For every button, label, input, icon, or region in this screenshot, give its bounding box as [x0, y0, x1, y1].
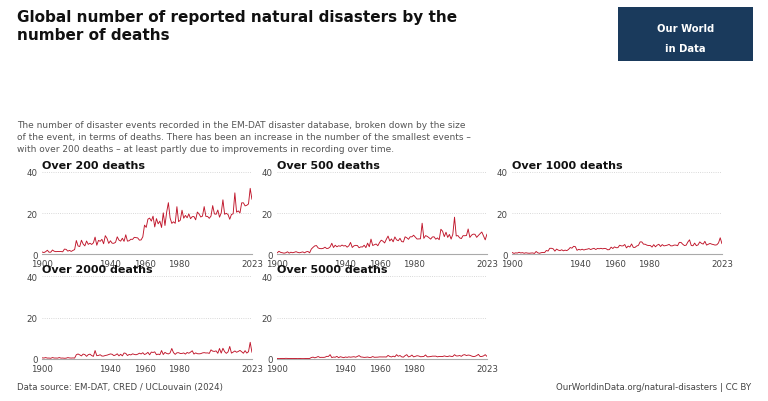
Text: Over 200 deaths: Over 200 deaths — [42, 160, 145, 170]
Text: Over 500 deaths: Over 500 deaths — [277, 160, 380, 170]
Text: The number of disaster events recorded in the EM-DAT disaster database, broken d: The number of disaster events recorded i… — [17, 120, 471, 154]
Text: Over 1000 deaths: Over 1000 deaths — [512, 160, 623, 170]
Text: in Data: in Data — [665, 44, 706, 54]
Text: Global number of reported natural disasters by the
number of deaths: Global number of reported natural disast… — [17, 10, 457, 43]
Text: OurWorldinData.org/natural-disasters | CC BY: OurWorldinData.org/natural-disasters | C… — [556, 382, 751, 391]
Text: Our World: Our World — [657, 24, 714, 34]
Text: Over 5000 deaths: Over 5000 deaths — [277, 265, 388, 275]
Text: Over 2000 deaths: Over 2000 deaths — [42, 265, 153, 275]
Text: Data source: EM-DAT, CRED / UCLouvain (2024): Data source: EM-DAT, CRED / UCLouvain (2… — [17, 382, 223, 391]
